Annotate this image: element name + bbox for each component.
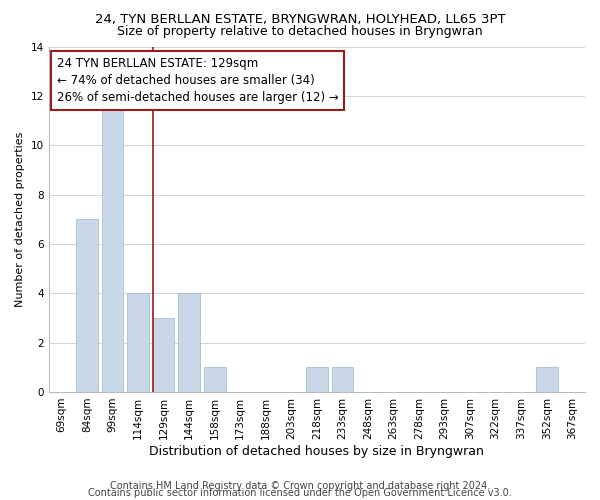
- Bar: [306, 368, 328, 392]
- Bar: [153, 318, 175, 392]
- Bar: [332, 368, 353, 392]
- Bar: [127, 294, 149, 392]
- Text: 24, TYN BERLLAN ESTATE, BRYNGWRAN, HOLYHEAD, LL65 3PT: 24, TYN BERLLAN ESTATE, BRYNGWRAN, HOLYH…: [95, 12, 505, 26]
- Text: Size of property relative to detached houses in Bryngwran: Size of property relative to detached ho…: [117, 25, 483, 38]
- Bar: [101, 96, 124, 392]
- Text: Contains HM Land Registry data © Crown copyright and database right 2024.: Contains HM Land Registry data © Crown c…: [110, 481, 490, 491]
- Bar: [204, 368, 226, 392]
- X-axis label: Distribution of detached houses by size in Bryngwran: Distribution of detached houses by size …: [149, 444, 484, 458]
- Y-axis label: Number of detached properties: Number of detached properties: [15, 132, 25, 307]
- Bar: [536, 368, 557, 392]
- Text: Contains public sector information licensed under the Open Government Licence v3: Contains public sector information licen…: [88, 488, 512, 498]
- Bar: [76, 219, 98, 392]
- Text: 24 TYN BERLLAN ESTATE: 129sqm
← 74% of detached houses are smaller (34)
26% of s: 24 TYN BERLLAN ESTATE: 129sqm ← 74% of d…: [57, 57, 338, 104]
- Bar: [178, 294, 200, 392]
